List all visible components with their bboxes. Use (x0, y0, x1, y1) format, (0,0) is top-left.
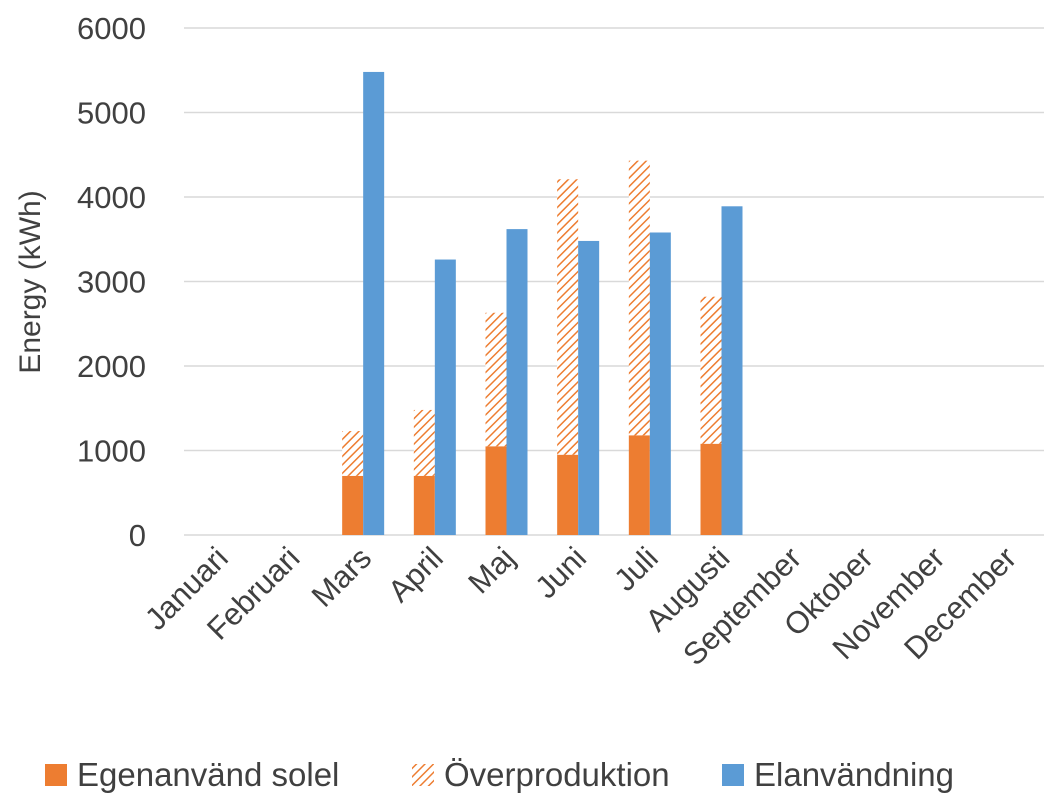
y-tick-label: 1000 (77, 434, 146, 469)
bar-elanvandning-mars (363, 71, 385, 535)
bar-elanvandning-juni (578, 240, 600, 535)
legend-swatch (412, 764, 434, 786)
y-tick-label: 5000 (77, 96, 146, 131)
bar-egenanvand-solel-mars (342, 475, 364, 535)
legend: Egenanvänd solel Överproduktion Elanvändni… (45, 756, 954, 793)
y-tick-label: 4000 (77, 180, 146, 215)
bar-overproduktion-augusti (700, 296, 722, 444)
bar-elanvandning-juli (649, 232, 671, 536)
legend-label: Elanvändning (754, 756, 954, 793)
legend-label: Överproduktion (444, 756, 670, 793)
bar-overproduktion-maj (485, 312, 507, 447)
legend-swatch (45, 764, 67, 786)
bar-overproduktion-juli (628, 160, 650, 436)
legend-swatch (722, 764, 744, 786)
bar-egenanvand-solel-juli (628, 435, 650, 535)
x-tick-label: Maj (461, 540, 521, 600)
bar-overproduktion-april (413, 409, 435, 476)
y-tick-label: 3000 (77, 265, 146, 300)
bar-egenanvand-solel-juni (557, 454, 579, 535)
bar-egenanvand-solel-augusti (700, 443, 722, 535)
bar-overproduktion-juni (557, 179, 579, 455)
y-tick-label: 6000 (77, 11, 146, 46)
bar-overproduktion-mars (342, 431, 364, 476)
bar-egenanvand-solel-april (413, 475, 435, 535)
legend-label: Egenanvänd solel (77, 756, 339, 793)
bar-egenanvand-solel-maj (485, 446, 507, 535)
bar-elanvandning-april (434, 259, 456, 535)
x-tick-label: Juli (607, 540, 665, 598)
bar-elanvandning-maj (506, 229, 528, 536)
y-tick-label: 2000 (77, 349, 146, 384)
x-tick-label: Juni (528, 540, 593, 605)
x-tick-label: Mars (305, 540, 378, 613)
y-tick-label: 0 (129, 518, 146, 553)
bar-elanvandning-augusti (721, 206, 743, 536)
y-axis-label: Energy (kWh) (14, 190, 47, 373)
x-tick-label: April (381, 540, 450, 609)
